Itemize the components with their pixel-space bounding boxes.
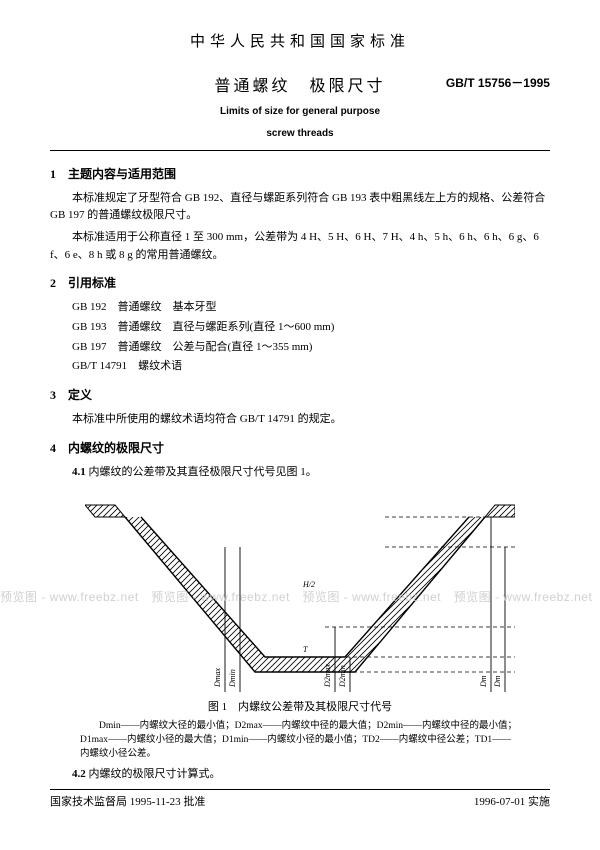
section-4-1: 4.1 内螺纹的公差带及其直径极限尺寸代号见图 1。 [50,464,550,482]
dim-label: Dmax [213,668,222,689]
shoulder-right [485,505,515,517]
section-4-2: 4.2 内螺纹的极限尺寸计算式。 [50,766,550,784]
country-title: 中华人民共和国国家标准 [50,30,550,54]
main-title: 普通螺纹 极限尺寸 [214,74,385,100]
label-td1: T [303,645,308,654]
dim-label: Dm [479,676,488,689]
section-2-heading: 2 引用标准 [50,274,550,293]
dim-label: D2min [338,666,347,689]
footer-right: 1996-07-01 实施 [474,794,550,812]
section-1-para-2: 本标准适用于公称直径 1 至 300 mm，公差带为 4 H、5 H、6 H、7… [50,229,550,264]
footer-row: 国家技术监督局 1995-11-23 批准 1996-07-01 实施 [50,794,550,812]
reference-list: GB 192 普通螺纹 基本牙型 GB 193 普通螺纹 直径与螺距系列(直径 … [72,299,550,375]
footer-left: 国家技术监督局 1995-11-23 批准 [50,794,205,812]
section-3-para-1: 本标准中所使用的螺纹术语均符合 GB/T 14791 的规定。 [50,411,550,429]
dim-label: D2max [323,664,332,689]
label-h2: H/2 [302,580,315,589]
divider-footer [50,789,550,790]
document-page: 中华人民共和国国家标准 普通螺纹 极限尺寸 GB/T 15756－1995 Li… [0,0,600,832]
ref-item: GB 192 普通螺纹 基本牙型 [72,299,550,317]
ref-item: GB/T 14791 螺纹术语 [72,358,550,376]
section-1-heading: 1 主题内容与适用范围 [50,165,550,184]
subsection-text: 内螺纹的极限尺寸计算式。 [89,768,221,780]
hatch-right [345,517,485,672]
hatch-left [125,517,265,672]
figure-1: H/2 T Dmax Dmin D2max D2min Dm Dm [85,487,515,697]
title-row: 普通螺纹 极限尺寸 GB/T 15756－1995 [50,74,550,100]
english-title-line1: Limits of size for general purpose [50,104,550,120]
shoulder-left [85,505,125,517]
dim-label: Dmin [228,670,237,689]
subsection-text: 内螺纹的公差带及其直径极限尺寸代号见图 1。 [89,466,317,478]
subsection-number: 4.2 [72,768,86,780]
section-1-para-1: 本标准规定了牙型符合 GB 192、直径与螺距系列符合 GB 193 表中粗黑线… [50,190,550,225]
section-4-heading: 4 内螺纹的极限尺寸 [50,439,550,458]
dim-label: Dm [493,676,502,689]
section-3-heading: 3 定义 [50,386,550,405]
figure-caption: 图 1 内螺纹公差带及其极限尺寸代号 [50,699,550,717]
ref-item: GB 197 普通螺纹 公差与配合(直径 1～355 mm) [72,339,550,357]
figure-legend: Dmin——内螺纹大径的最小值；D2max——内螺纹中径的最大值；D2min——… [80,719,520,762]
divider-top [50,150,550,151]
english-title-line2: screw threads [50,126,550,142]
ref-item: GB 193 普通螺纹 直径与螺距系列(直径 1～600 mm) [72,319,550,337]
standard-code: GB/T 15756－1995 [446,74,550,93]
subsection-number: 4.1 [72,466,86,478]
thread-diagram-svg: H/2 T Dmax Dmin D2max D2min Dm Dm [85,487,515,697]
